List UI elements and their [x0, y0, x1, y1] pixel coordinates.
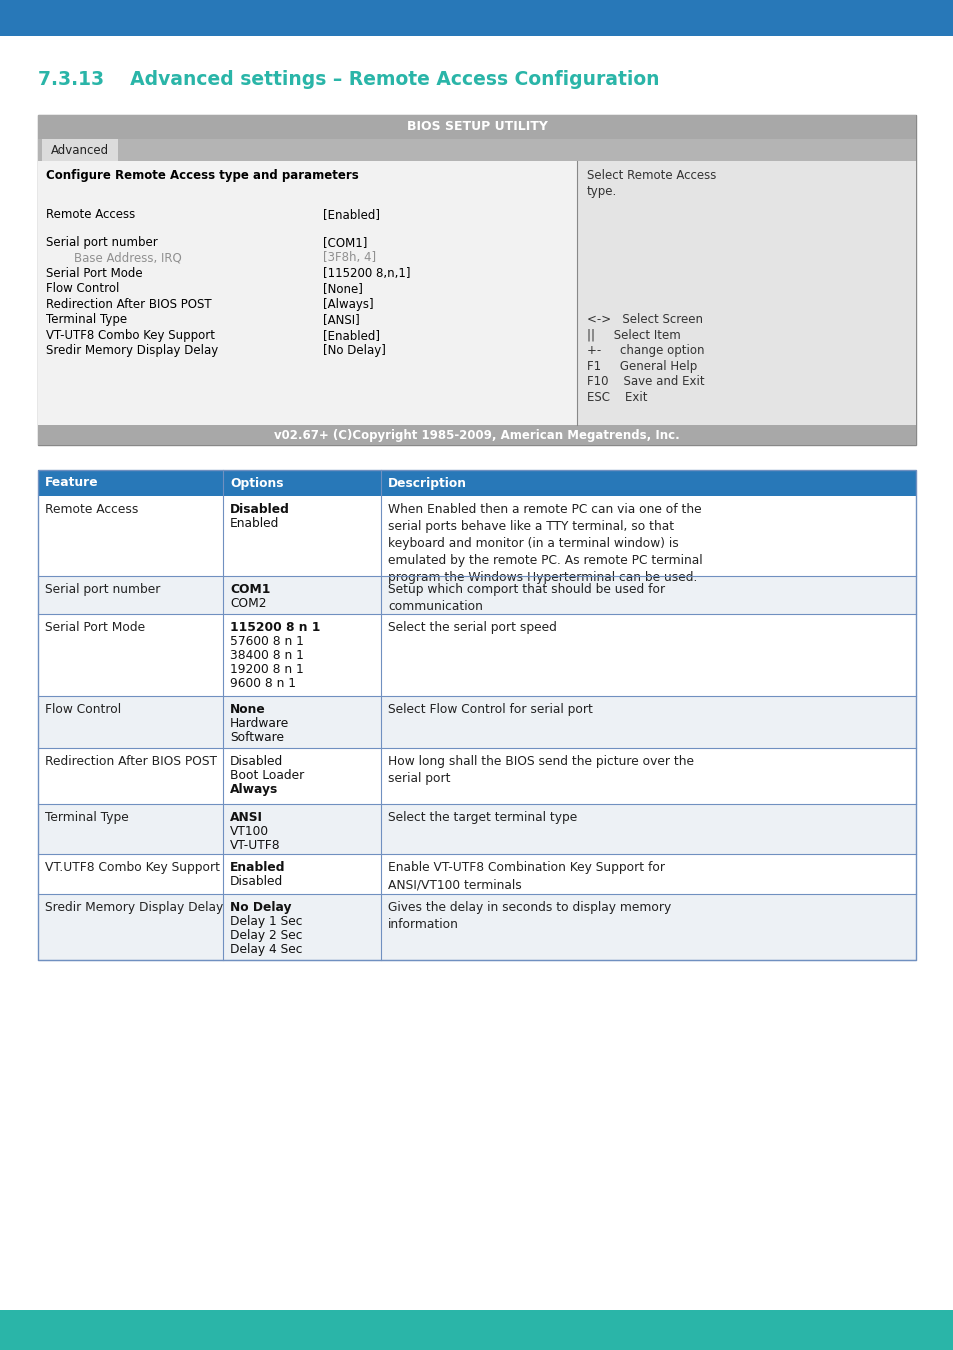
Text: ANSI: ANSI [230, 811, 263, 824]
Text: Disabled: Disabled [230, 875, 283, 888]
Bar [38, 470, 915, 960]
Text: Boot Loader: Boot Loader [230, 769, 304, 782]
Text: ESC    Exit: ESC Exit [586, 390, 647, 404]
Text: 19200 8 n 1: 19200 8 n 1 [230, 663, 303, 676]
Text: Select the target terminal type: Select the target terminal type [388, 811, 577, 824]
Text: 57600 8 n 1: 57600 8 n 1 [230, 634, 304, 648]
Text: Options: Options [230, 477, 283, 490]
Text: Base Address, IRQ: Base Address, IRQ [74, 251, 182, 265]
Text: Serial Port Mode: Serial Port Mode [45, 621, 145, 634]
Text: Enabled: Enabled [230, 517, 279, 531]
Text: [Always]: [Always] [323, 297, 374, 310]
Text: Disabled: Disabled [230, 504, 290, 516]
Text: F10    Save and Exit: F10 Save and Exit [586, 375, 704, 389]
Text: Enabled: Enabled [230, 861, 285, 873]
Text: 9600 8 n 1: 9600 8 n 1 [230, 676, 295, 690]
Bar [42, 139, 118, 161]
Bar [38, 748, 915, 805]
Text: [115200 8,n,1]: [115200 8,n,1] [323, 267, 410, 279]
Text: +-     change option: +- change option [586, 344, 703, 358]
Text: Gives the delay in seconds to display memory
information: Gives the delay in seconds to display me… [388, 900, 671, 931]
Text: Disabled: Disabled [230, 755, 283, 768]
Bar [38, 614, 915, 697]
Text: VT-UTF8 Combo Key Support: VT-UTF8 Combo Key Support [46, 328, 214, 342]
Text: 115200 8 n 1: 115200 8 n 1 [230, 621, 320, 634]
Text: When Enabled then a remote PC can via one of the
serial ports behave like a TTY : When Enabled then a remote PC can via on… [388, 504, 702, 585]
Bar [38, 576, 915, 614]
Text: Terminal Type: Terminal Type [45, 811, 129, 824]
Text: VT-UTF8: VT-UTF8 [230, 838, 280, 852]
Text: F1     General Help: F1 General Help [586, 359, 697, 373]
Text: KTD-N0793-O: KTD-N0793-O [22, 11, 133, 26]
Bar [38, 115, 915, 139]
Text: [None]: [None] [323, 282, 362, 296]
Text: Page 82: Page 82 [443, 11, 510, 26]
Bar [38, 495, 915, 576]
Text: Sredir Memory Display Delay: Sredir Memory Display Delay [46, 344, 218, 358]
Text: Serial port number: Serial port number [46, 236, 157, 248]
Text: Enable VT-UTF8 Combination Key Support for
ANSI/VT100 terminals: Enable VT-UTF8 Combination Key Support f… [388, 861, 664, 891]
Text: VT.UTF8 Combo Key Support: VT.UTF8 Combo Key Support [45, 861, 220, 873]
Text: Configure Remote Access type and parameters: Configure Remote Access type and paramet… [46, 169, 358, 182]
Text: Select Remote Access: Select Remote Access [586, 169, 716, 182]
Bar [38, 425, 915, 446]
Bar [38, 139, 915, 161]
Text: [COM1]: [COM1] [323, 236, 367, 248]
Text: Software: Software [230, 730, 284, 744]
Text: VT100: VT100 [230, 825, 269, 838]
Text: COM1: COM1 [230, 583, 270, 595]
Text: BIOS SETUP UTILITY: BIOS SETUP UTILITY [406, 120, 547, 134]
Text: Hardware: Hardware [230, 717, 289, 730]
Text: type.: type. [586, 185, 617, 197]
Text: BIOS setup: BIOS setup [840, 11, 931, 26]
Bar [38, 805, 915, 855]
Text: Feature: Feature [45, 477, 98, 490]
Bar [38, 697, 915, 748]
Text: Delay 4 Sec: Delay 4 Sec [230, 944, 302, 956]
Text: [No Delay]: [No Delay] [323, 344, 385, 358]
Bar [577, 161, 915, 425]
Text: KTGM45 Users Guide: KTGM45 Users Guide [758, 1323, 931, 1338]
Text: Delay 1 Sec: Delay 1 Sec [230, 915, 302, 927]
Bar [0, 1310, 953, 1350]
Text: Always: Always [230, 783, 278, 796]
Text: [Enabled]: [Enabled] [323, 328, 379, 342]
Text: [3F8h, 4]: [3F8h, 4] [323, 251, 375, 265]
Text: v02.67+ (C)Copyright 1985-2009, American Megatrends, Inc.: v02.67+ (C)Copyright 1985-2009, American… [274, 428, 679, 441]
Text: Remote Access: Remote Access [46, 208, 135, 221]
Text: Serial port number: Serial port number [45, 583, 160, 595]
Bar [38, 161, 577, 425]
Text: 38400 8 n 1: 38400 8 n 1 [230, 649, 304, 662]
Text: ||     Select Item: || Select Item [586, 328, 680, 342]
Text: None: None [230, 703, 266, 716]
Bar [38, 470, 915, 495]
Text: <->   Select Screen: <-> Select Screen [586, 313, 702, 327]
Bar [38, 115, 915, 446]
Text: Flow Control: Flow Control [45, 703, 121, 716]
Bar [38, 855, 915, 894]
Bar [38, 894, 915, 960]
Text: COM2: COM2 [230, 597, 266, 610]
Text: Delay 2 Sec: Delay 2 Sec [230, 929, 302, 942]
Text: [ANSI]: [ANSI] [323, 313, 359, 327]
Text: Description: Description [388, 477, 467, 490]
Text: Redirection After BIOS POST: Redirection After BIOS POST [46, 297, 212, 310]
Text: Setup which comport that should be used for
communication: Setup which comport that should be used … [388, 583, 664, 613]
Text: Redirection After BIOS POST: Redirection After BIOS POST [45, 755, 216, 768]
Text: No Delay: No Delay [230, 900, 292, 914]
Text: Advanced: Advanced [51, 143, 109, 157]
Text: Select the serial port speed: Select the serial port speed [388, 621, 557, 634]
Text: Flow Control: Flow Control [46, 282, 119, 296]
Text: Terminal Type: Terminal Type [46, 313, 127, 327]
Text: [Enabled]: [Enabled] [323, 208, 379, 221]
Text: Remote Access: Remote Access [45, 504, 138, 516]
Text: Select Flow Control for serial port: Select Flow Control for serial port [388, 703, 592, 716]
Bar [0, 0, 953, 36]
Text: Sredir Memory Display Delay: Sredir Memory Display Delay [45, 900, 223, 914]
Text: Serial Port Mode: Serial Port Mode [46, 267, 143, 279]
Text: How long shall the BIOS send the picture over the
serial port: How long shall the BIOS send the picture… [388, 755, 693, 784]
Text: 7.3.13    Advanced settings – Remote Access Configuration: 7.3.13 Advanced settings – Remote Access… [38, 70, 659, 89]
